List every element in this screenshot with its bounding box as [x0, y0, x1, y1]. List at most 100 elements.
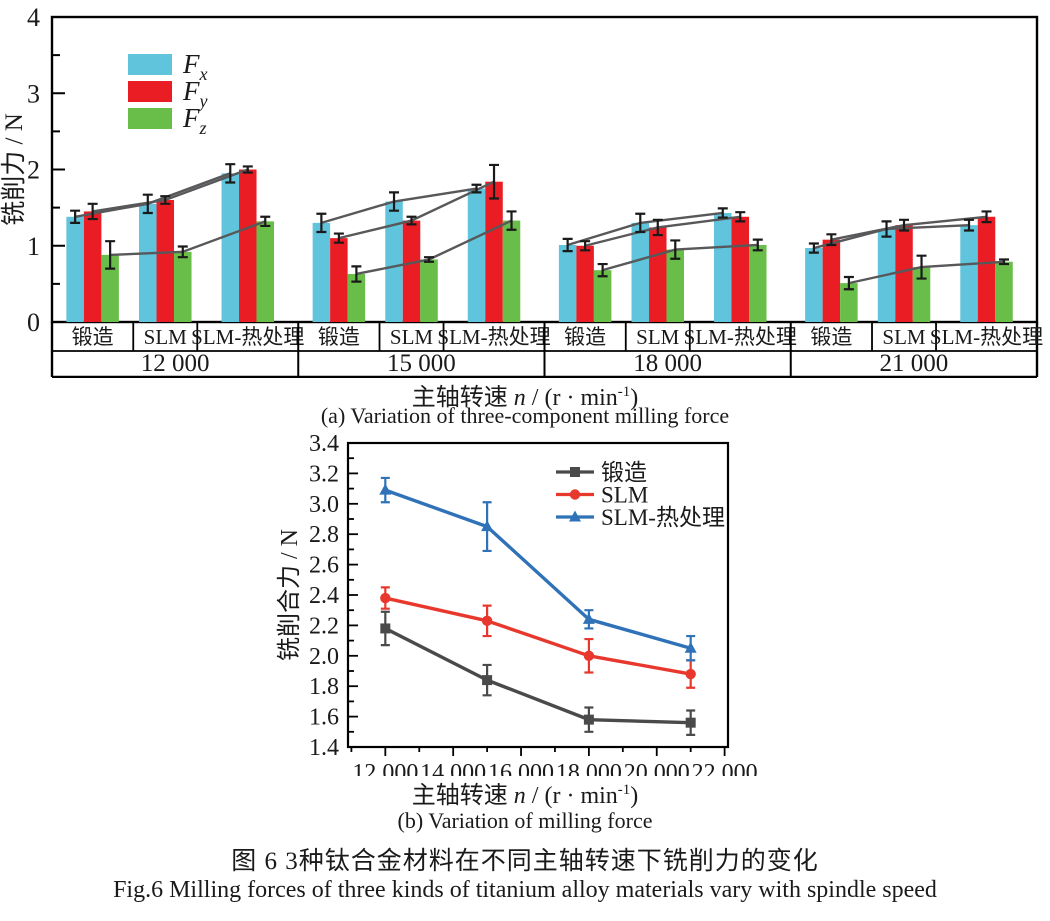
error-bar-Fy	[580, 240, 591, 252]
bar-Fy-21000-2	[977, 216, 996, 322]
chart-a-y-axis-title: 铣削力 / N	[0, 113, 28, 226]
bar-Fz-15000-2	[502, 220, 521, 322]
y-axis-tick-label: 2.6	[309, 553, 339, 579]
bar-Fx-12000-0	[66, 216, 84, 322]
x-axis-tick-label: 20 000	[624, 760, 690, 776]
bar-Fx-18000-2	[714, 212, 732, 322]
error-bar-Fy	[735, 211, 746, 223]
error-bar-Fx	[808, 242, 819, 254]
x-axis-tick-label: 18 000	[556, 760, 622, 776]
error-bar-Fy	[826, 233, 837, 247]
legend-label-锻造: 锻造	[601, 460, 647, 485]
bar-Fz-18000-2	[749, 244, 767, 322]
legend-subscript: y	[198, 91, 208, 111]
error-bar-Fx	[881, 220, 892, 238]
error-bar-Fx	[316, 212, 327, 234]
y-axis-tick-label: 2.4	[309, 583, 339, 609]
error-bar-Fz	[670, 239, 681, 260]
speed-group-label: 21 000	[880, 350, 949, 377]
data-point-SLM	[583, 650, 595, 661]
bar-Fx-15000-0	[312, 222, 331, 322]
error-bar-Fx	[70, 209, 81, 224]
y-axis-tick-label: 1.4	[309, 735, 339, 761]
bar-Fx-15000-1	[385, 201, 403, 322]
bar-Fy-18000-1	[649, 227, 667, 322]
y-axis-tick-label: 2.0	[309, 644, 339, 670]
error-bar-Fz	[424, 256, 435, 263]
data-point-SLM-热处理	[582, 612, 595, 624]
y-axis-tick-label: 2	[27, 156, 40, 185]
y-axis-tick-label: 2.8	[309, 522, 339, 548]
x-axis-tick-label: 16 000	[488, 760, 554, 776]
data-point-锻造	[380, 623, 391, 634]
chart-b-x-axis-label: 主轴转速 n / (r · min-1)	[411, 782, 639, 809]
legend-swatch-Fz	[128, 108, 172, 129]
material-label: SLM	[636, 325, 680, 349]
bar-Fx-18000-1	[631, 222, 650, 322]
error-bar-Fz	[506, 210, 517, 231]
legend-label-SLM-热处理: SLM-热处理	[601, 505, 725, 530]
y-axis-tick-label: 2.2	[309, 613, 339, 639]
error-bar-Fy	[652, 218, 663, 237]
error-bar-Fz	[597, 262, 608, 278]
data-point-SLM-热处理	[379, 483, 392, 495]
connector-lines-layer	[74, 168, 1005, 285]
bar-Fx-12000-1	[139, 203, 157, 322]
legend-label-SLM: SLM	[601, 483, 648, 508]
error-bar-Fy	[489, 163, 500, 200]
data-point-SLM	[481, 615, 493, 627]
speed-group-label: 18 000	[633, 350, 702, 377]
bar-Fy-15000-0	[330, 238, 348, 322]
y-axis-tick-label: 3	[27, 79, 40, 108]
series-line-SLM-热处理	[384, 488, 692, 650]
error-bar-Fz	[351, 265, 362, 283]
error-bar-Fx	[471, 183, 482, 194]
y-axis-tick-label: 0	[27, 308, 40, 337]
x-axis-tick-label: 12 000	[352, 760, 418, 776]
error-bar-Fx	[225, 163, 236, 184]
legend-swatch-Fx	[128, 54, 172, 75]
material-label: SLM	[882, 325, 926, 349]
error-bar-Fz	[752, 238, 763, 252]
line-chart-resultant-milling-force: 1.41.61.82.02.22.42.62.83.03.23.412 000 1…	[276, 431, 758, 776]
bar-Fz-15000-1	[420, 259, 438, 322]
chart-b-y-axis-title: 铣削合力 / N	[276, 529, 303, 661]
y-axis-tick-label: 4	[27, 3, 40, 32]
data-point-锻造	[583, 714, 594, 725]
speed-group-label: 15 000	[387, 350, 456, 377]
error-bar-Fz	[916, 254, 927, 280]
bar-Fz-18000-0	[593, 270, 612, 322]
speed-group-label: 12 000	[141, 350, 210, 377]
series-line-SLM	[384, 596, 691, 676]
y-axis-tick-label: 1.8	[309, 674, 339, 700]
material-label: SLM	[144, 325, 188, 349]
legend-label-Fz: Fz	[182, 103, 207, 138]
bar-Fz-15000-0	[347, 273, 366, 322]
error-bar-Fy	[333, 232, 344, 244]
error-bar-Fz	[105, 240, 116, 270]
bar-Fy-15000-1	[402, 220, 421, 322]
data-point-锻造	[685, 717, 696, 728]
panel-a-caption: (a) Variation of three-component milling…	[320, 403, 730, 428]
bar-Fz-12000-0	[101, 254, 119, 322]
error-bar-Fy	[242, 165, 253, 174]
error-bar-Fy	[899, 218, 910, 232]
bars-layer	[66, 169, 1013, 322]
data-point-SLM-热处理	[684, 641, 697, 653]
panel-b-caption: (b) Variation of milling force	[397, 808, 653, 833]
error-bar-Fx	[389, 191, 400, 212]
series-line-锻造	[384, 626, 691, 725]
material-label: 锻造	[72, 325, 114, 349]
data-point-锻造	[482, 675, 493, 686]
chart-a-x-axis-label: 主轴转速 n / (r · min-1)	[411, 384, 639, 411]
bar-Fx-15000-2	[467, 188, 486, 322]
bar-Fz-21000-2	[995, 261, 1013, 322]
y-axis-tick-label: 1	[27, 232, 40, 261]
material-label: 锻造	[810, 325, 852, 349]
y-axis-tick-label: 3.4	[309, 431, 339, 457]
material-label: SLM-热处理	[191, 325, 304, 349]
material-label: SLM	[390, 325, 434, 349]
data-point-SLM-热处理	[481, 520, 494, 532]
error-bar-Fy	[160, 195, 171, 205]
error-bar-Fx	[142, 193, 153, 215]
